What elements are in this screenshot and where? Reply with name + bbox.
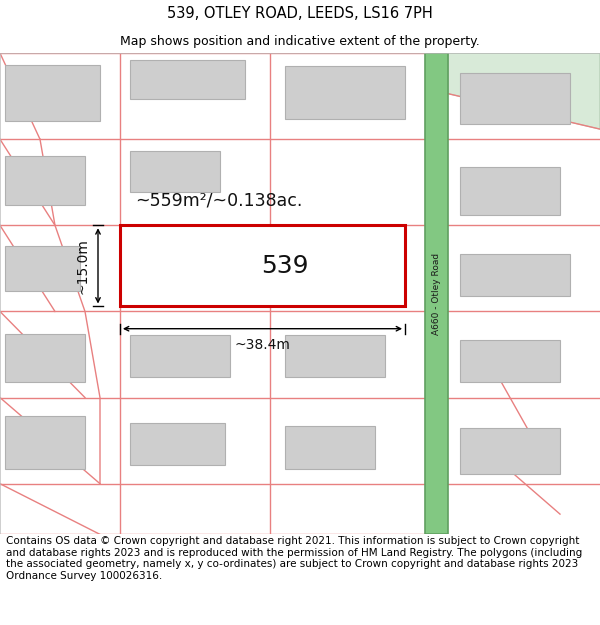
Text: ~38.4m: ~38.4m — [235, 338, 290, 352]
Polygon shape — [448, 53, 600, 129]
Bar — [285, 426, 375, 469]
Text: A660 - Otley Road: A660 - Otley Road — [432, 253, 441, 336]
Bar — [120, 226, 405, 306]
Bar — [285, 335, 385, 378]
Text: ~559m²/~0.138ac.: ~559m²/~0.138ac. — [135, 191, 302, 209]
Bar — [5, 65, 100, 121]
Bar — [130, 335, 230, 378]
Bar — [210, 239, 340, 294]
Bar — [460, 340, 560, 382]
Bar — [5, 334, 85, 382]
Bar — [425, 53, 448, 534]
Text: Map shows position and indicative extent of the property.: Map shows position and indicative extent… — [120, 35, 480, 48]
Bar — [460, 254, 570, 296]
Text: 539: 539 — [262, 254, 309, 278]
Bar — [460, 428, 560, 474]
Bar — [5, 416, 85, 469]
Text: ~15.0m: ~15.0m — [75, 238, 89, 294]
Bar — [5, 246, 80, 291]
Bar — [5, 156, 85, 205]
Text: Contains OS data © Crown copyright and database right 2021. This information is : Contains OS data © Crown copyright and d… — [6, 536, 582, 581]
Bar — [460, 167, 560, 215]
Bar — [130, 423, 225, 466]
Bar — [460, 73, 570, 124]
Bar — [130, 151, 220, 192]
Bar — [285, 66, 405, 119]
Text: 539, OTLEY ROAD, LEEDS, LS16 7PH: 539, OTLEY ROAD, LEEDS, LS16 7PH — [167, 6, 433, 21]
Bar — [130, 60, 245, 99]
